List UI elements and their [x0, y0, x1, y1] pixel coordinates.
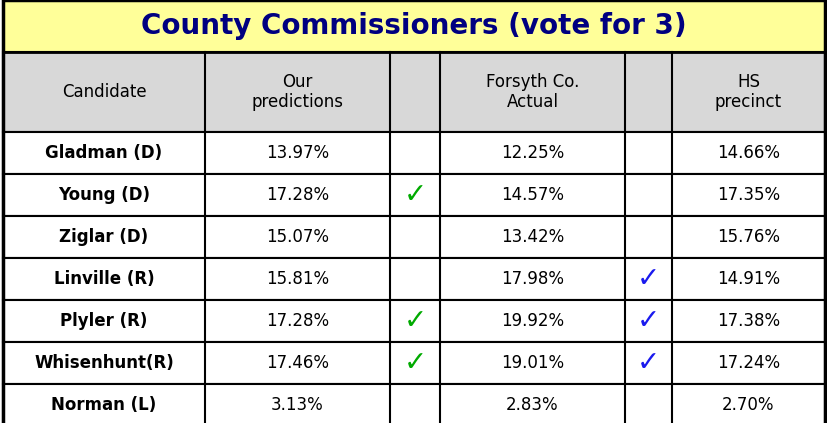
Bar [3, 52, 824, 132]
Text: 15.81%: 15.81% [265, 270, 328, 288]
Bar [3, 258, 824, 300]
Text: Gladman (D): Gladman (D) [45, 144, 162, 162]
Text: 14.57%: 14.57% [500, 186, 563, 204]
Text: County Commissioners (vote for 3): County Commissioners (vote for 3) [141, 12, 686, 40]
Text: 17.46%: 17.46% [265, 354, 328, 372]
Text: 13.42%: 13.42% [500, 228, 563, 246]
Text: 14.91%: 14.91% [716, 270, 779, 288]
Text: 3.13%: 3.13% [270, 396, 323, 414]
Text: 15.76%: 15.76% [716, 228, 779, 246]
Text: Our
predictions: Our predictions [251, 73, 343, 111]
Text: HS
precinct: HS precinct [714, 73, 782, 111]
Text: 17.35%: 17.35% [716, 186, 779, 204]
Text: 17.98%: 17.98% [500, 270, 563, 288]
Bar [3, 216, 824, 258]
Text: 15.07%: 15.07% [265, 228, 328, 246]
Bar [3, 132, 824, 174]
Text: ✓: ✓ [636, 307, 659, 335]
Bar [3, 174, 824, 216]
Text: ✓: ✓ [403, 307, 426, 335]
Text: Whisenhunt(R): Whisenhunt(R) [34, 354, 174, 372]
Text: ✓: ✓ [403, 349, 426, 377]
Text: 12.25%: 12.25% [500, 144, 563, 162]
Text: 17.38%: 17.38% [716, 312, 779, 330]
Text: Candidate: Candidate [62, 83, 146, 101]
Bar [3, 0, 824, 52]
Text: 13.97%: 13.97% [265, 144, 328, 162]
Text: 19.01%: 19.01% [500, 354, 563, 372]
Text: Linville (R): Linville (R) [54, 270, 154, 288]
Text: 17.28%: 17.28% [265, 312, 328, 330]
Text: ✓: ✓ [636, 265, 659, 293]
Text: 19.92%: 19.92% [500, 312, 563, 330]
Text: Norman (L): Norman (L) [51, 396, 156, 414]
Text: 2.70%: 2.70% [721, 396, 774, 414]
Text: 2.83%: 2.83% [505, 396, 558, 414]
Bar [3, 342, 824, 384]
Text: Young (D): Young (D) [58, 186, 150, 204]
Text: Ziglar (D): Ziglar (D) [60, 228, 148, 246]
Bar [3, 384, 824, 423]
Bar [3, 300, 824, 342]
Text: 14.66%: 14.66% [716, 144, 779, 162]
Text: ✓: ✓ [636, 349, 659, 377]
Text: 17.24%: 17.24% [716, 354, 779, 372]
Text: ✓: ✓ [403, 181, 426, 209]
Text: 17.28%: 17.28% [265, 186, 328, 204]
Text: Forsyth Co.
Actual: Forsyth Co. Actual [485, 73, 579, 111]
Text: Plyler (R): Plyler (R) [60, 312, 147, 330]
